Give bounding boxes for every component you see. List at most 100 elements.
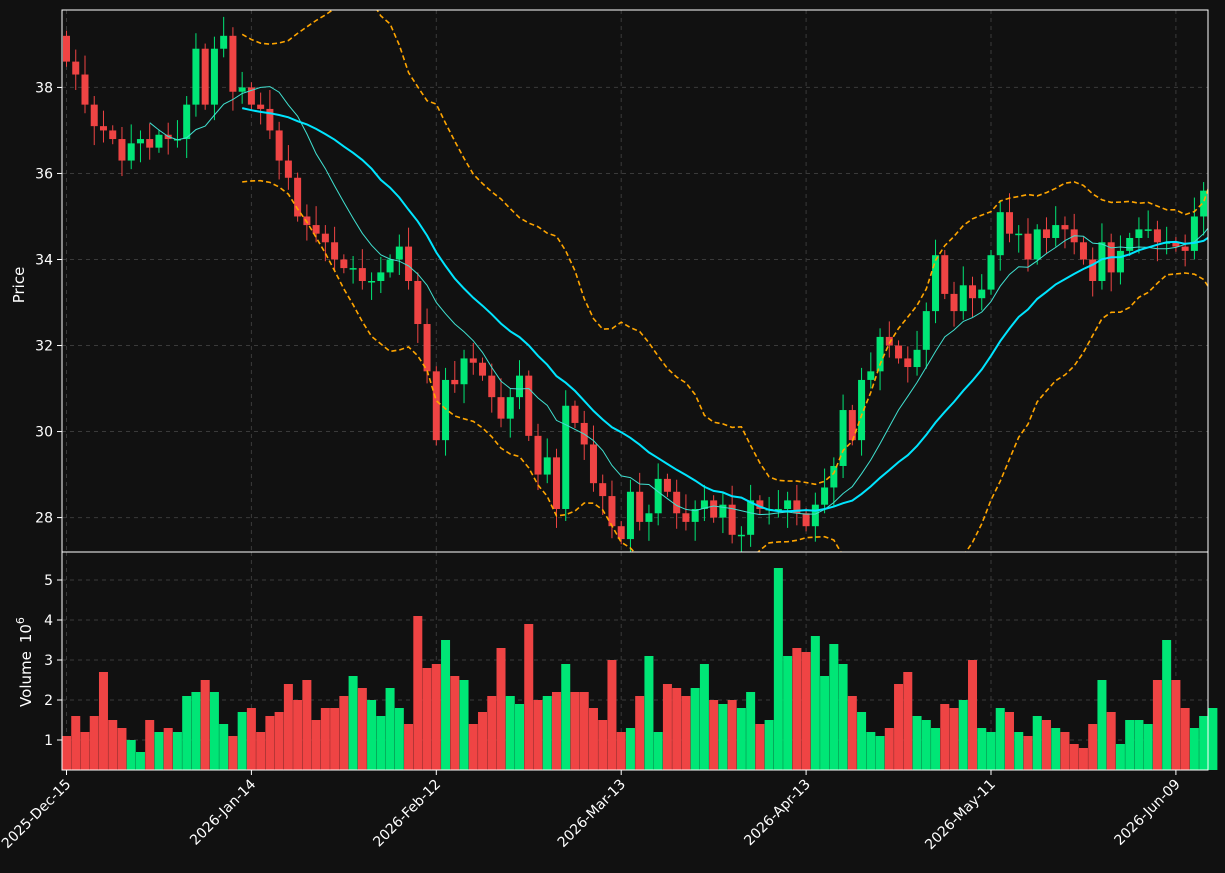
candle-body (109, 130, 117, 140)
price-tick-label: 30 (35, 425, 53, 441)
volume-bar (773, 568, 783, 770)
candle-body (922, 311, 930, 350)
candle-body (673, 491, 681, 514)
candle-body (1005, 212, 1013, 234)
panel-frames (61, 9, 1209, 771)
volume-bar (283, 684, 293, 770)
volume-bar (709, 700, 719, 770)
volume-bar (958, 700, 968, 770)
candle-body (1024, 233, 1032, 260)
volume-bar (209, 692, 219, 770)
volume-bar (154, 732, 164, 770)
volume-bar (228, 736, 238, 770)
volume-bar (1189, 728, 1199, 770)
candle-body (562, 405, 570, 509)
volume-bar (1014, 732, 1024, 770)
volume-bar (783, 656, 793, 770)
candle-body (506, 397, 514, 419)
volume-bar (866, 732, 876, 770)
volume-tick-label: 2 (44, 693, 53, 709)
candle-body (756, 500, 764, 509)
volume-bar (62, 736, 71, 770)
volume-bar (736, 708, 746, 770)
volume-bar (764, 720, 774, 770)
price-axis-label: Price (10, 267, 28, 304)
candle-body (996, 212, 1004, 256)
candle-body (839, 410, 847, 466)
volume-bar (588, 708, 598, 770)
candle-body (848, 410, 856, 441)
candle-body (192, 48, 200, 105)
volume-bar (653, 732, 663, 770)
candle-body (331, 242, 339, 260)
volume-bar (505, 696, 515, 770)
volume-bar (1125, 720, 1135, 770)
volume-bar (404, 724, 414, 770)
candle-body (1098, 242, 1106, 281)
volume-bar (320, 708, 330, 770)
candle-body (617, 526, 625, 540)
candle-body (1172, 242, 1180, 247)
volume-bar (135, 752, 145, 770)
candle-body (146, 139, 154, 148)
candle-body (802, 513, 810, 527)
volume-bar (884, 728, 894, 770)
candle-body (1116, 250, 1124, 273)
volume-bar (459, 680, 469, 770)
candle-body (1079, 242, 1087, 260)
volume-bar (145, 720, 155, 770)
volume-bar (1162, 640, 1172, 770)
volume-bar (515, 704, 525, 770)
volume-bar (727, 700, 737, 770)
volume-axis-exponent-base: 10 (17, 624, 35, 643)
candle-body (978, 289, 986, 299)
volume-axis-label-text: Volume (17, 651, 35, 707)
candle-body (414, 281, 422, 325)
volume-bar (644, 656, 654, 770)
volume-bar (903, 672, 913, 770)
candle-body (349, 268, 357, 270)
candle-body (1135, 229, 1143, 238)
volume-bar (977, 728, 987, 770)
volume-bar (487, 696, 497, 770)
candle-body (608, 496, 616, 527)
candle-body (247, 87, 255, 105)
volume-bar (699, 664, 709, 770)
candle-body (645, 513, 653, 522)
candle-body (969, 285, 977, 299)
candle-body (793, 500, 801, 514)
volume-bar (829, 644, 839, 770)
volume-bar (237, 712, 247, 770)
candle-body (543, 457, 551, 475)
indicator-overlays (149, 10, 1208, 552)
candle-body (525, 375, 533, 436)
price-tick-label: 32 (35, 339, 53, 355)
candle-body (257, 104, 265, 109)
volume-bar (875, 736, 885, 770)
volume-bar (1115, 744, 1125, 770)
volume-bar (570, 692, 580, 770)
volume-axis-exponent-power: 6 (14, 617, 27, 624)
volume-bar (968, 660, 978, 770)
candle-body (1089, 259, 1097, 281)
candle-body (1042, 229, 1050, 238)
candle-body (405, 246, 413, 281)
volume-bar (912, 716, 922, 770)
volume-bar (1069, 744, 1079, 770)
volume-bar (681, 696, 691, 770)
candle-body (932, 255, 940, 312)
candle-body (626, 491, 634, 540)
candle-body (1181, 246, 1189, 251)
moving-average-slow-line (241, 107, 1208, 513)
candle-body (867, 371, 875, 380)
candle-body (63, 35, 70, 62)
volume-bar (635, 696, 645, 770)
volume-bar (339, 696, 349, 770)
volume-bar (1004, 712, 1014, 770)
candle-body (432, 371, 440, 441)
candle-body (747, 500, 755, 535)
candle-body (654, 478, 662, 514)
candle-body (885, 336, 893, 346)
volume-bar (1032, 716, 1042, 770)
candle-body (284, 160, 292, 178)
